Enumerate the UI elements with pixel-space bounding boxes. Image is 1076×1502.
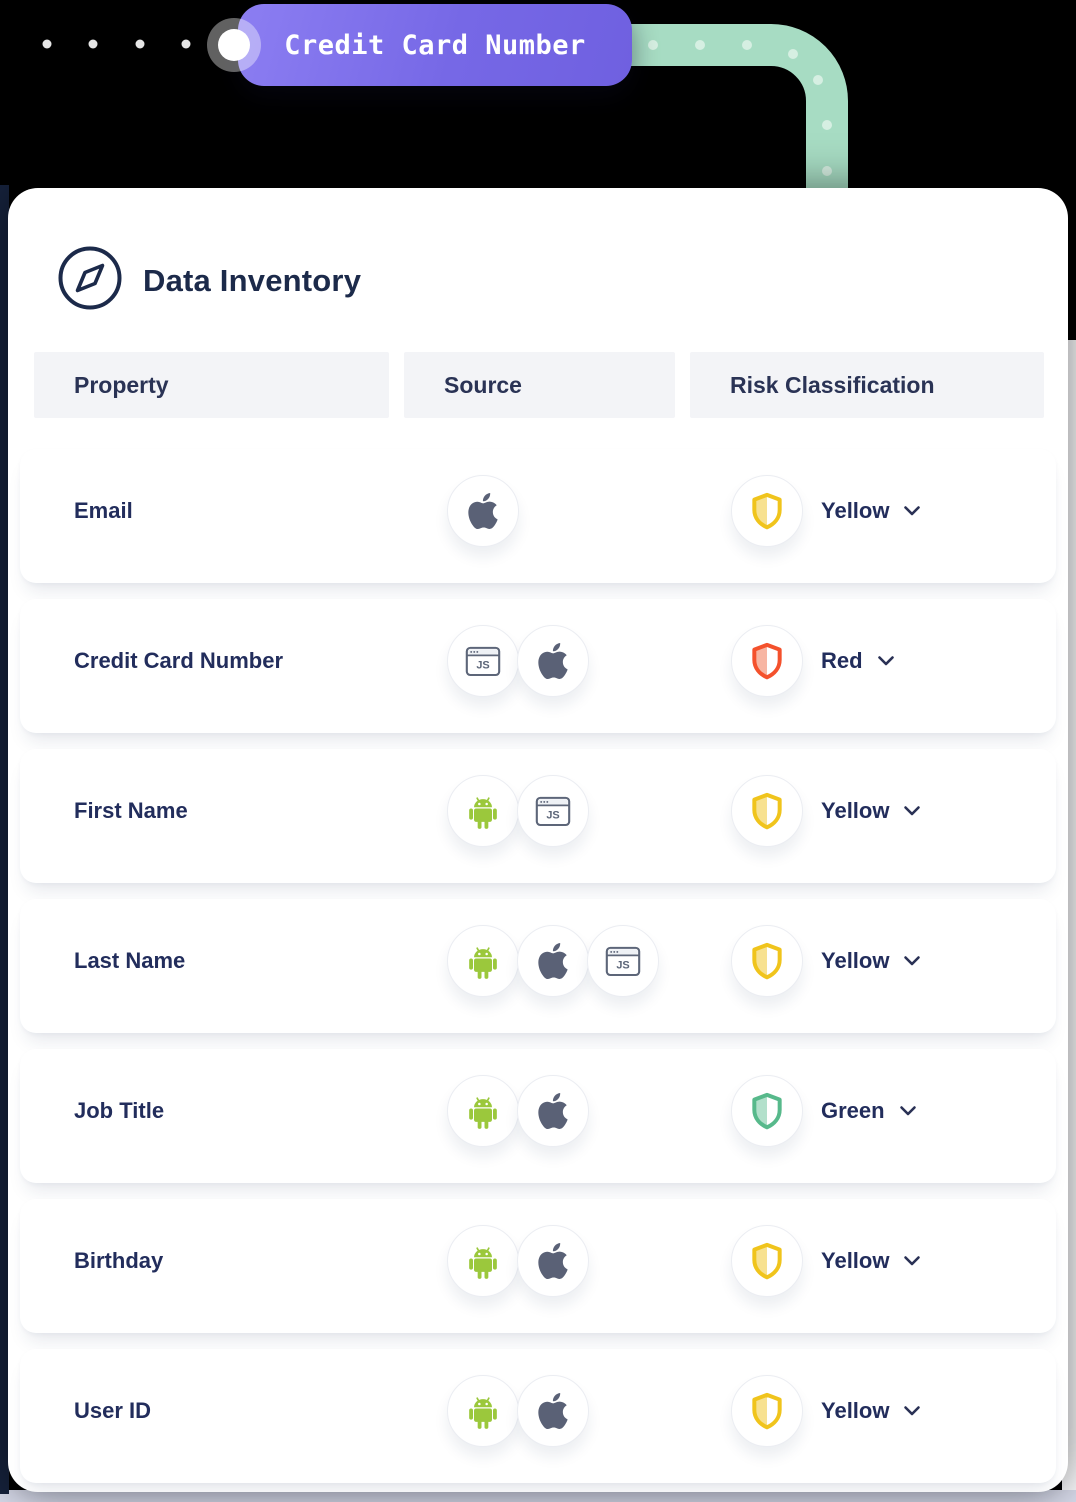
property-label: Last Name <box>74 948 186 973</box>
js-browser-icon-circle: JS <box>517 775 589 847</box>
card-header: Data Inventory <box>57 245 361 316</box>
apple-icon <box>538 643 568 679</box>
column-header-risk: Risk Classification <box>690 352 1044 418</box>
ribbon-dots-right <box>648 40 832 176</box>
column-header-source: Source <box>404 352 675 418</box>
property-label: Job Title <box>74 1098 165 1123</box>
chevron-down-icon <box>903 505 921 517</box>
shield-icon <box>731 925 803 997</box>
apple-icon <box>538 1093 568 1129</box>
source-icons <box>447 1075 731 1147</box>
apple-icon-circle <box>517 1225 589 1297</box>
android-icon-circle <box>447 775 519 847</box>
source-icons: JS <box>447 775 731 847</box>
risk-dropdown[interactable]: Yellow <box>731 475 1056 547</box>
js-browser-icon-circle: JS <box>447 625 519 697</box>
chevron-down-icon <box>877 655 895 667</box>
column-header-property: Property <box>34 352 389 418</box>
ribbon-dots-left <box>42 39 191 49</box>
risk-label: Yellow <box>821 798 890 823</box>
connector-ribbon <box>0 21 848 200</box>
android-icon <box>469 1097 497 1129</box>
data-inventory-card: Data Inventory Property Source Risk Clas… <box>8 188 1068 1492</box>
shield-icon <box>731 475 803 547</box>
source-icons <box>447 475 731 547</box>
chevron-down-icon <box>903 1405 921 1417</box>
source-icons <box>447 1375 731 1447</box>
connector-tag: Credit Card Number <box>207 4 632 86</box>
risk-label: Green <box>821 1098 885 1123</box>
ribbon-right-segment <box>620 24 848 200</box>
js-browser-icon: JS <box>605 946 641 977</box>
shield-icon <box>731 1075 803 1147</box>
shield-icon <box>731 775 803 847</box>
apple-icon <box>538 1393 568 1429</box>
table-row: First Name JS Yellow <box>20 749 1056 883</box>
android-icon <box>469 1247 497 1279</box>
table-column-headers: Property Source Risk Classification <box>34 352 1044 418</box>
shield-icon <box>731 1375 803 1447</box>
chevron-down-icon <box>903 1255 921 1267</box>
js-browser-icon: JS <box>535 796 571 827</box>
svg-text:JS: JS <box>476 659 489 671</box>
apple-icon <box>468 493 498 529</box>
risk-label: Yellow <box>821 1248 890 1273</box>
risk-dropdown[interactable]: Yellow <box>731 925 1056 997</box>
table-row: Last Name JS Yellow <box>20 899 1056 1033</box>
apple-icon-circle <box>517 1075 589 1147</box>
js-browser-icon: JS <box>465 646 501 677</box>
connector-node <box>218 29 250 61</box>
background-left-strip <box>0 185 9 1494</box>
android-icon-circle <box>447 925 519 997</box>
risk-label: Red <box>821 648 863 673</box>
background-bottom-strip <box>0 1490 1076 1502</box>
risk-dropdown[interactable]: Yellow <box>731 775 1056 847</box>
source-icons <box>447 1225 731 1297</box>
shield-icon <box>731 1225 803 1297</box>
android-icon-circle <box>447 1375 519 1447</box>
risk-dropdown[interactable]: Yellow <box>731 1375 1056 1447</box>
apple-icon-circle <box>517 1375 589 1447</box>
page-title: Data Inventory <box>143 262 362 298</box>
connector-tag-label: Credit Card Number <box>284 29 586 61</box>
risk-label: Yellow <box>821 948 890 973</box>
chevron-down-icon <box>903 955 921 967</box>
table-rows: Email Yellow Credit Card Number JS Red <box>20 449 1056 1499</box>
apple-icon-circle <box>517 925 589 997</box>
shield-icon <box>731 625 803 697</box>
property-label: Birthday <box>74 1248 164 1273</box>
table-row: Credit Card Number JS Red <box>20 599 1056 733</box>
apple-icon-circle <box>447 475 519 547</box>
svg-text:JS: JS <box>546 809 559 821</box>
risk-dropdown[interactable]: Red <box>731 625 1056 697</box>
android-icon <box>469 1397 497 1429</box>
android-icon-circle <box>447 1225 519 1297</box>
apple-icon <box>538 943 568 979</box>
chevron-down-icon <box>899 1105 917 1117</box>
risk-dropdown[interactable]: Green <box>731 1075 1056 1147</box>
svg-text:JS: JS <box>616 959 629 971</box>
apple-icon <box>538 1243 568 1279</box>
android-icon <box>469 797 497 829</box>
table-row: Birthday Yellow <box>20 1199 1056 1333</box>
property-label: First Name <box>74 798 188 823</box>
chevron-down-icon <box>903 805 921 817</box>
risk-dropdown[interactable]: Yellow <box>731 1225 1056 1297</box>
table-row: User ID Yellow <box>20 1349 1056 1483</box>
risk-label: Yellow <box>821 498 890 523</box>
source-icons: JS <box>447 925 731 997</box>
table-row: Email Yellow <box>20 449 1056 583</box>
table-row: Job Title Green <box>20 1049 1056 1183</box>
property-label: Email <box>74 498 133 523</box>
source-icons: JS <box>447 625 731 697</box>
android-icon-circle <box>447 1075 519 1147</box>
compass-icon <box>57 245 123 316</box>
apple-icon-circle <box>517 625 589 697</box>
property-label: User ID <box>74 1398 152 1423</box>
property-label: Credit Card Number <box>74 648 284 673</box>
js-browser-icon-circle: JS <box>587 925 659 997</box>
risk-label: Yellow <box>821 1398 890 1423</box>
android-icon <box>469 947 497 979</box>
